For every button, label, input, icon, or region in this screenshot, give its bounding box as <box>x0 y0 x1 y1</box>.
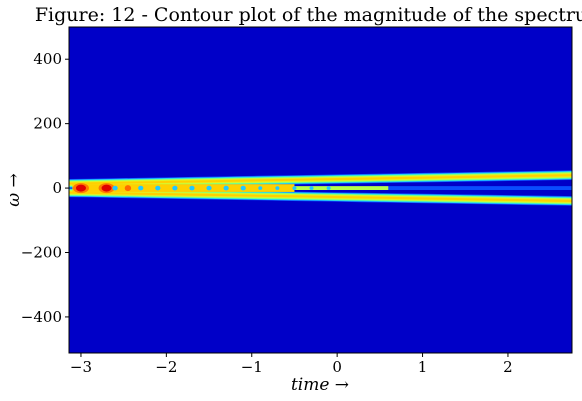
spectrum-peaks <box>72 183 331 194</box>
band-lower-band <box>69 188 572 206</box>
band-upper-band <box>69 170 572 189</box>
x-tick-label: −3 <box>70 358 92 376</box>
peak-mark <box>275 186 280 190</box>
chart-title: Figure: 12 - Contour plot of the magnitu… <box>35 4 582 26</box>
band-lower-band-level-5 <box>69 191 572 202</box>
peak-mark <box>189 185 195 191</box>
x-tick-label: −1 <box>241 358 263 376</box>
zero-ridge <box>72 184 295 192</box>
x-axis-label: time → <box>291 375 349 395</box>
peak-mark <box>223 185 229 191</box>
peak-mark <box>138 185 144 191</box>
zero-gap <box>388 186 572 190</box>
peak-mark <box>206 185 212 191</box>
y-tick-label: −400 <box>21 308 62 326</box>
plot-area <box>68 26 573 354</box>
peak-mark <box>258 186 263 190</box>
y-axis-label: ω → <box>4 173 24 207</box>
peak-mark <box>155 185 161 191</box>
plot-frame <box>68 26 573 354</box>
peak-mark <box>101 184 112 192</box>
y-tick-label: 200 <box>33 115 62 133</box>
peak-mark <box>172 185 178 191</box>
peak-mark <box>124 185 132 192</box>
peak-mark <box>309 186 314 190</box>
x-tick-label: −2 <box>155 358 177 376</box>
peak-mark <box>326 186 331 190</box>
peak-mark <box>292 186 297 190</box>
peak-mark <box>240 185 246 191</box>
x-tick-label: 2 <box>503 358 513 376</box>
peak-mark <box>112 185 118 191</box>
x-tick-label: 0 <box>332 358 342 376</box>
x-tick-label: 1 <box>418 358 428 376</box>
spectrum-bands <box>69 170 572 206</box>
band-upper-band-level-5 <box>69 174 572 185</box>
y-tick-label: 0 <box>52 179 62 197</box>
peak-mark <box>75 184 86 192</box>
y-axis-ticks: −400 −200 0 200 400 <box>21 50 69 326</box>
x-axis-ticks: −3 −2 −1 0 1 2 <box>70 353 513 376</box>
zero-ridge-tail <box>294 186 389 190</box>
y-tick-label: −200 <box>21 243 62 261</box>
y-tick-label: 400 <box>33 50 62 68</box>
